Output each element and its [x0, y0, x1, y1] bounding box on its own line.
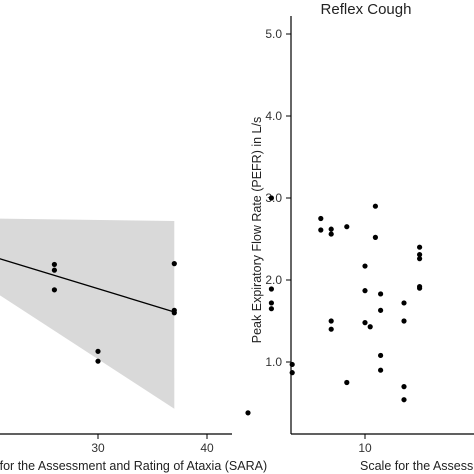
data-point — [378, 367, 384, 373]
regression-line — [0, 258, 175, 313]
data-point — [401, 384, 407, 390]
left-x-ticks: 30 40 — [91, 434, 214, 455]
confidence-band — [0, 218, 175, 409]
data-point — [51, 287, 58, 293]
x-tick-label: 40 — [200, 441, 214, 455]
right-x-axis-label: Scale for the Assessm — [360, 459, 474, 473]
x-tick-label: 30 — [91, 441, 105, 455]
x-tick-label: 10 — [358, 441, 372, 455]
data-point — [318, 227, 324, 233]
data-point — [372, 203, 378, 209]
y-tick-label: 4.0 — [265, 109, 282, 123]
data-point — [328, 231, 334, 237]
data-point — [268, 306, 274, 312]
data-point — [378, 291, 384, 297]
chart-title: Reflex Cough — [321, 1, 412, 18]
data-point — [362, 288, 368, 294]
data-point — [401, 397, 407, 403]
data-point — [328, 226, 334, 232]
left-x-axis-label: Scale for the Assessment and Rating of A… — [0, 459, 267, 473]
left-points — [51, 261, 177, 364]
data-point — [318, 215, 324, 222]
data-point — [344, 224, 350, 230]
left-panel: 30 40 Scale for the Assessment and Rating… — [0, 218, 267, 473]
right-y-axis-label: Peak Expiratory Flow Rate (PEFR) in L/s — [250, 117, 264, 343]
data-point — [362, 263, 368, 269]
right-x-ticks: 102 — [358, 434, 372, 455]
data-point — [378, 307, 384, 313]
data-point — [417, 244, 423, 250]
data-point — [171, 310, 177, 316]
data-point — [328, 318, 334, 324]
data-point — [401, 300, 407, 306]
data-point — [51, 267, 58, 273]
y-tick-label: 2.0 — [265, 273, 282, 287]
y-tick-label: 1.0 — [265, 355, 282, 369]
data-point — [289, 361, 295, 368]
data-point — [378, 352, 384, 359]
data-point — [372, 234, 378, 240]
right-points — [245, 195, 423, 416]
data-point — [362, 320, 368, 326]
data-point — [289, 370, 295, 376]
y-tick-label: 5.0 — [265, 27, 282, 41]
data-point — [417, 251, 423, 258]
data-point — [268, 286, 274, 292]
data-point — [171, 261, 177, 267]
data-point — [417, 256, 423, 262]
data-point — [401, 318, 407, 324]
data-point — [245, 410, 251, 416]
data-point — [344, 379, 350, 386]
data-point — [268, 300, 274, 306]
right-y-ticks: 1.02.03.04.05.0 — [265, 27, 291, 369]
data-point — [51, 261, 58, 268]
data-point — [417, 285, 423, 291]
data-point — [367, 324, 373, 330]
data-point — [95, 358, 101, 364]
data-point — [328, 326, 334, 332]
data-point — [268, 195, 274, 201]
right-panel: Reflex Cough 1.02.03.04.05.0 102 Peak Ex… — [245, 1, 474, 473]
data-point — [95, 348, 101, 354]
